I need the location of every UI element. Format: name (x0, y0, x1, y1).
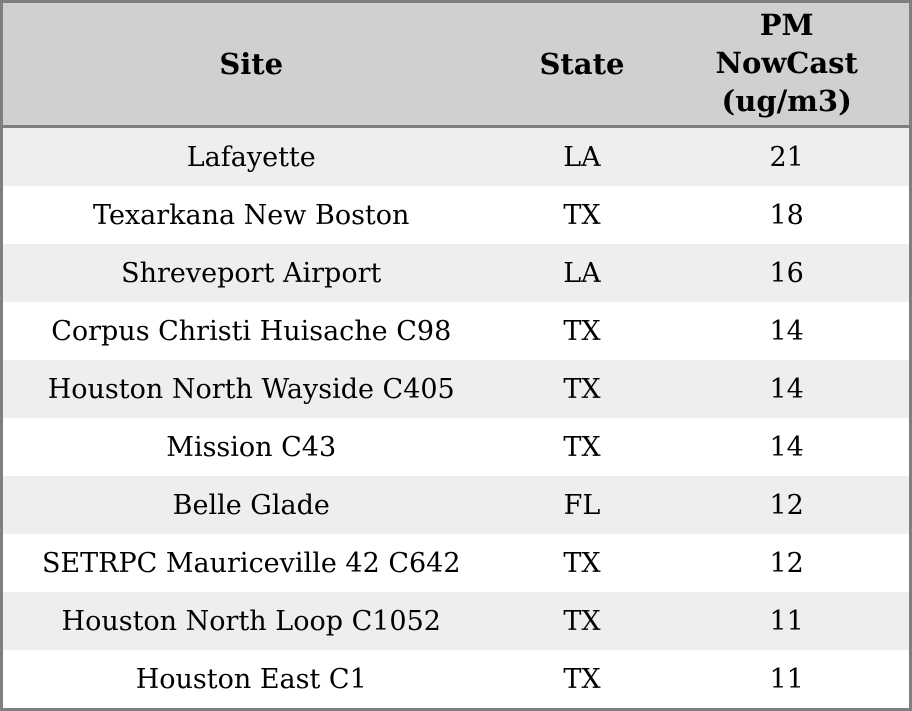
cell-state: TX (563, 199, 601, 231)
pm-header-line-3: (ug/m3) (721, 83, 852, 118)
table-row: Corpus Christi Huisache C98 TX 14 (3, 302, 909, 360)
cell-site: Houston East C1 (135, 663, 367, 695)
cell-state: TX (563, 373, 601, 405)
column-header-site: Site (219, 47, 284, 81)
cell-site: Houston North Loop C1052 (61, 605, 441, 637)
cell-pm-nowcast: 11 (769, 605, 804, 637)
table-row: Belle Glade FL 12 (3, 476, 909, 534)
cell-site: Corpus Christi Huisache C98 (51, 315, 452, 347)
cell-site: Mission C43 (166, 431, 337, 463)
table-row: Houston North Loop C1052 TX 11 (3, 592, 909, 650)
pm-header-line-2: NowCast (715, 46, 858, 81)
table-row: Texarkana New Boston TX 18 (3, 186, 909, 244)
cell-pm-nowcast: 14 (769, 431, 804, 463)
cell-pm-nowcast: 14 (769, 373, 804, 405)
cell-state: TX (563, 547, 601, 579)
column-header-pm-nowcast: PM NowCast (ug/m3) (664, 7, 909, 120)
cell-state: TX (563, 605, 601, 637)
cell-site: SETRPC Mauriceville 42 C642 (41, 547, 461, 579)
column-header-state: State (539, 47, 625, 81)
pm-header-line-1: PM (759, 8, 814, 43)
cell-state: TX (563, 663, 601, 695)
cell-pm-nowcast: 18 (769, 199, 804, 231)
cell-state: TX (563, 431, 601, 463)
cell-pm-nowcast: 21 (769, 141, 804, 173)
cell-pm-nowcast: 11 (769, 663, 804, 695)
table-row: SETRPC Mauriceville 42 C642 TX 12 (3, 534, 909, 592)
cell-site: Texarkana New Boston (93, 199, 410, 231)
table-header-row: Site State PM NowCast (ug/m3) (3, 3, 909, 128)
cell-pm-nowcast: 12 (769, 489, 804, 521)
table-row: Mission C43 TX 14 (3, 418, 909, 476)
cell-site: Houston North Wayside C405 (47, 373, 455, 405)
table-body: Lafayette LA 21 Texarkana New Boston TX … (3, 128, 909, 708)
cell-pm-nowcast: 16 (769, 257, 804, 289)
cell-state: LA (563, 257, 601, 289)
table-row: Houston North Wayside C405 TX 14 (3, 360, 909, 418)
cell-site: Belle Glade (172, 489, 330, 521)
cell-state: FL (563, 489, 601, 521)
cell-site: Lafayette (186, 141, 316, 173)
cell-pm-nowcast: 14 (769, 315, 804, 347)
cell-state: TX (563, 315, 601, 347)
cell-state: LA (563, 141, 601, 173)
cell-pm-nowcast: 12 (769, 547, 804, 579)
table-row: Lafayette LA 21 (3, 128, 909, 186)
cell-site: Shreveport Airport (121, 257, 382, 289)
table-row: Houston East C1 TX 11 (3, 650, 909, 708)
table-row: Shreveport Airport LA 16 (3, 244, 909, 302)
